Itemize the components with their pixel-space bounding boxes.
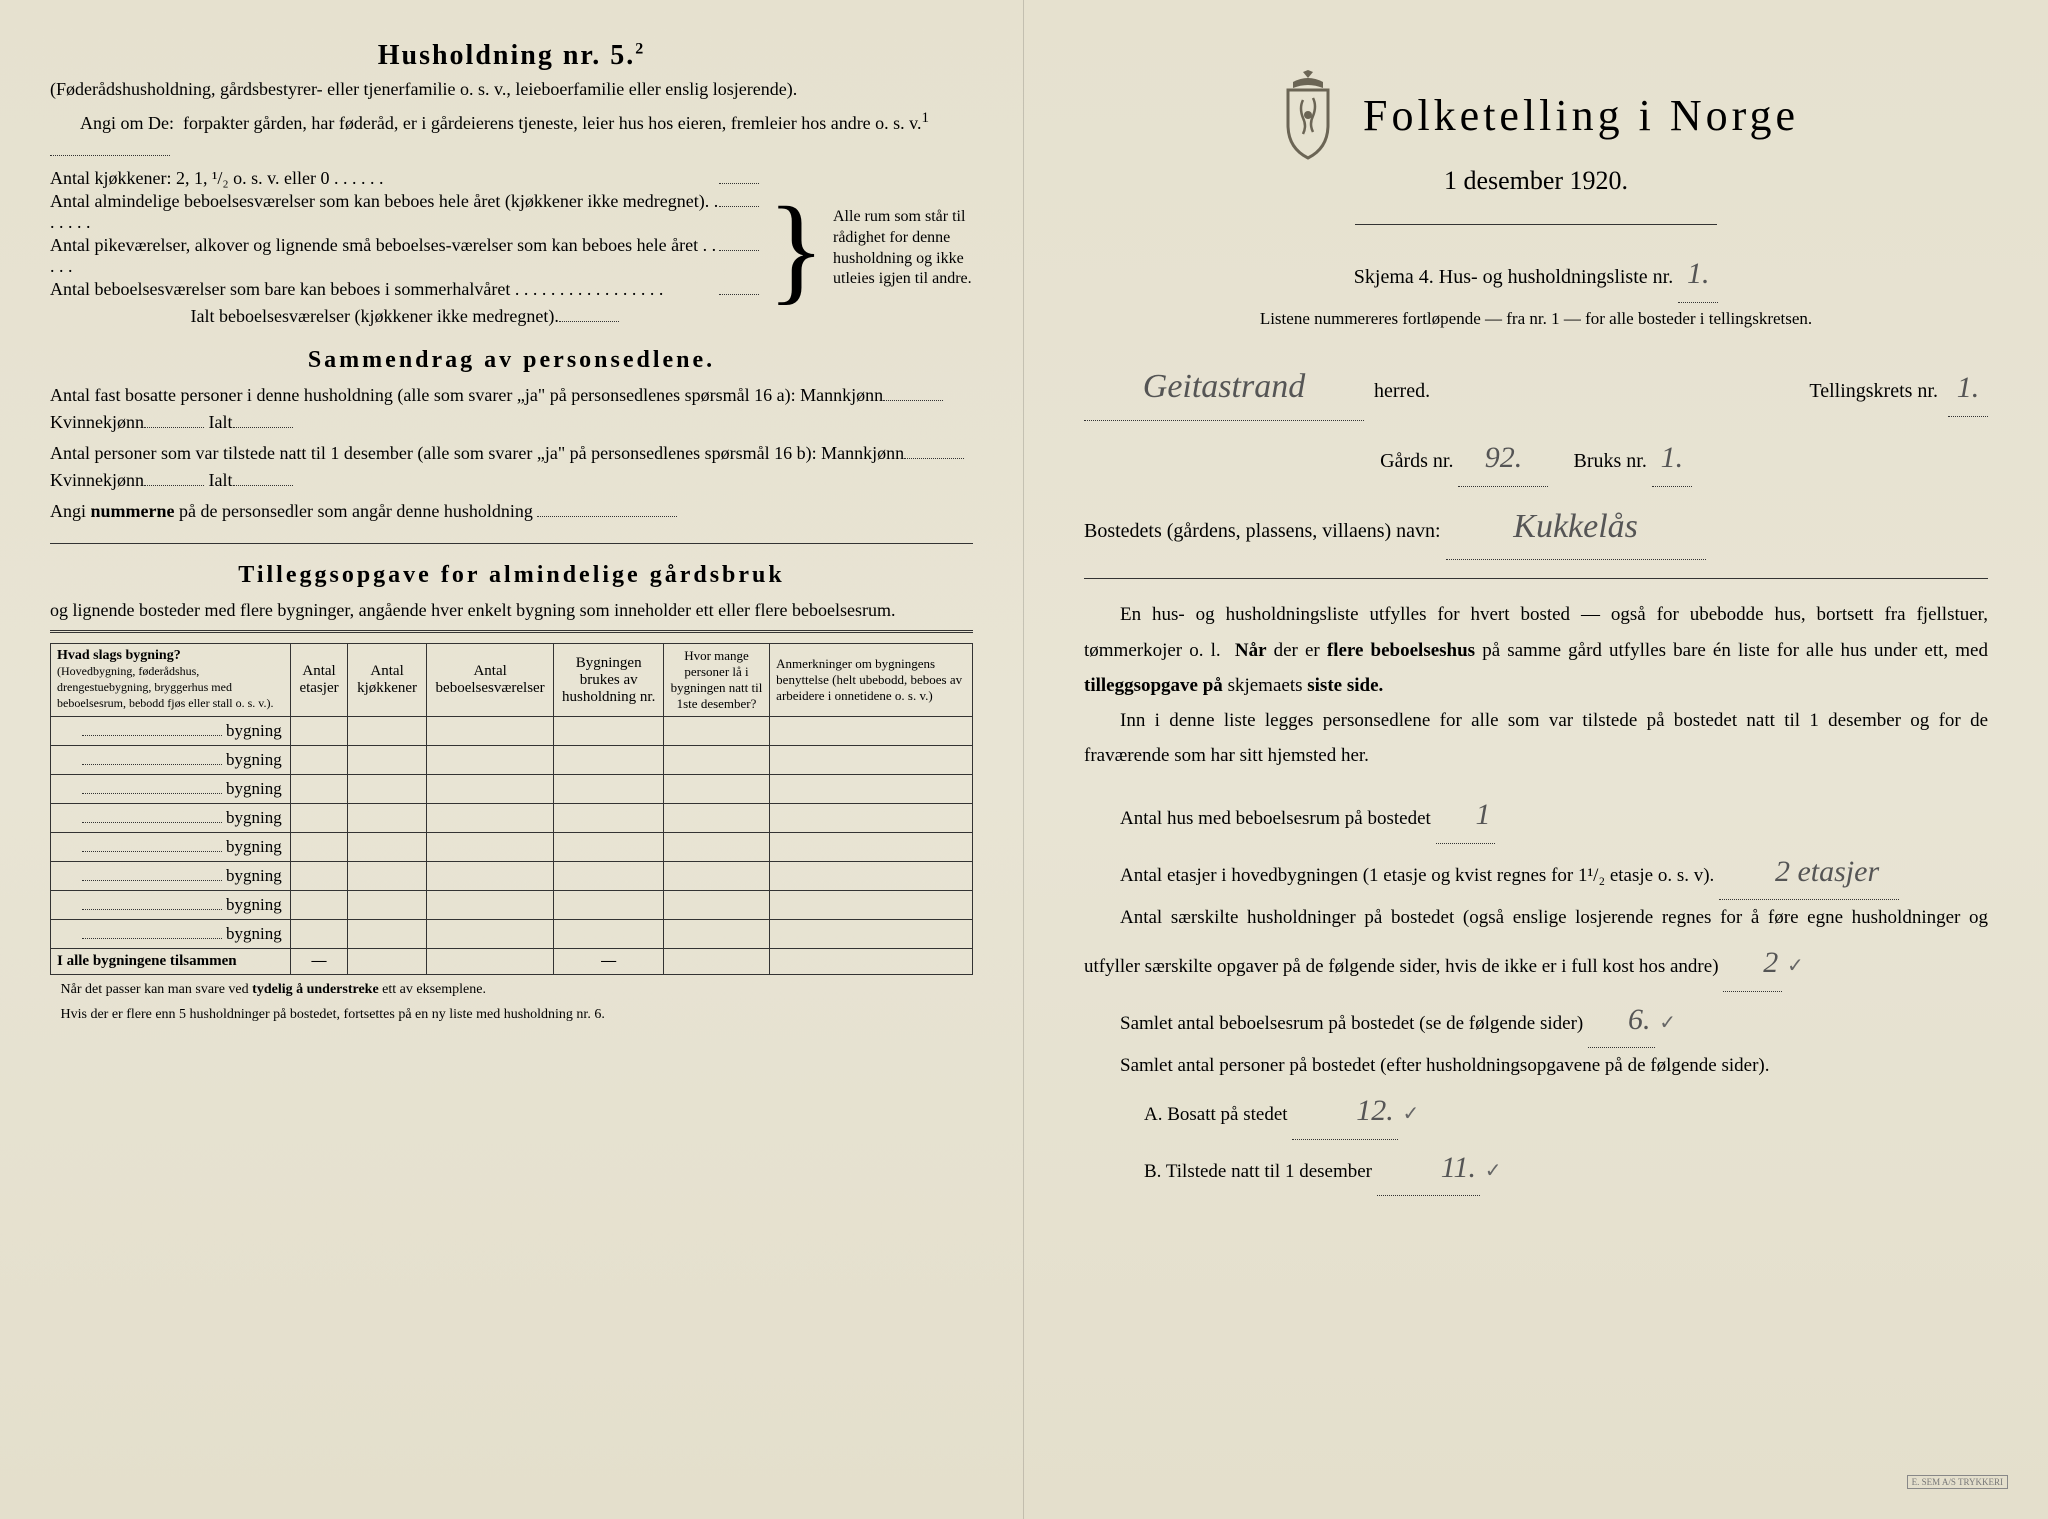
table-row: bygning — [51, 717, 973, 746]
gards-nr: 92. — [1458, 429, 1548, 487]
table-row: bygning — [51, 833, 973, 862]
main-title: Folketelling i Norge — [1363, 90, 1799, 141]
table-row: bygning — [51, 746, 973, 775]
brace-row: Antal pikeværelser, alkover og lignende … — [50, 235, 759, 277]
sammendrag-title: Sammendrag av personsedlene. — [50, 347, 973, 374]
table-header-row: Hvad slags bygning?(Hovedbygning, føderå… — [51, 644, 973, 717]
right-page: Folketelling i Norge 1 desember 1920. Sk… — [1024, 0, 2048, 1519]
bruks-nr: 1. — [1652, 429, 1692, 487]
household-heading: Husholdning nr. 5.2 — [50, 40, 973, 72]
heading-paren: (Føderådshusholdning, gårdsbestyrer- ell… — [50, 76, 973, 103]
skjema-line: Skjema 4. Hus- og husholdningsliste nr. … — [1084, 245, 1988, 303]
tillegg-sub: og lignende bosteder med flere bygninger… — [50, 597, 973, 624]
herred-value: Geitastrand — [1084, 355, 1364, 421]
samm-line-3: Angi nummerne på de personsedler som ang… — [50, 498, 973, 525]
questions-block: Antal hus med beboelsesrum på bostedet 1… — [1084, 787, 1988, 1196]
husholdninger-value: 2 — [1723, 935, 1782, 992]
buildings-table: Hvad slags bygning?(Hovedbygning, føderå… — [50, 643, 973, 975]
document-spread: Husholdning nr. 5.2 (Føderådshusholdning… — [0, 0, 2048, 1519]
checkmark-icon: ✓ — [1403, 1103, 1420, 1125]
samlet-rum-value: 6. — [1588, 992, 1655, 1049]
brace-row: Antal kjøkkener: 2, 1, ¹/₂ o. s. v. elle… — [50, 168, 759, 189]
etasjer-value: 2 etasjer — [1719, 844, 1899, 901]
table-row: bygning — [51, 920, 973, 949]
table-row: bygning — [51, 862, 973, 891]
table-row: bygning — [51, 891, 973, 920]
tilstede-value: 11. — [1377, 1140, 1480, 1197]
instructions-1: En hus- og husholdningsliste utfylles fo… — [1084, 597, 1988, 773]
printer-stamp: E. SEM A/S TRYKKERI — [1907, 1475, 2008, 1489]
checkmark-icon: ✓ — [1659, 1012, 1676, 1034]
angi-line: Angi om De: forpakter gården, har føderå… — [50, 107, 973, 164]
checkmark-icon: ✓ — [1485, 1160, 1502, 1182]
brace-row: Antal beboelsesværelser som bare kan beb… — [50, 279, 759, 300]
samm-line-2: Antal personer som var tilstede natt til… — [50, 440, 973, 494]
checkmark-icon: ✓ — [1787, 955, 1804, 977]
bosatt-value: 12. — [1292, 1083, 1398, 1140]
samm-line-1: Antal fast bosatte personer i denne hush… — [50, 382, 973, 436]
room-count-block: Antal kjøkkener: 2, 1, ¹/₂ o. s. v. elle… — [50, 168, 973, 329]
listene-note: Listene nummereres fortløpende — fra nr.… — [1084, 303, 1988, 335]
census-date: 1 desember 1920. — [1084, 166, 1988, 196]
footnote-1: Når det passer kan man svare ved tydelig… — [50, 981, 973, 1000]
table-row: bygning — [51, 775, 973, 804]
table-total-row: I alle bygningene tilsammen — — — [51, 949, 973, 975]
coat-of-arms-icon — [1273, 70, 1343, 160]
table-row: bygning — [51, 804, 973, 833]
bosted-line: Bostedets (gårdens, plassens, villaens) … — [1084, 495, 1988, 561]
left-page: Husholdning nr. 5.2 (Føderådshusholdning… — [0, 0, 1024, 1519]
bosted-value: Kukkelås — [1446, 495, 1706, 561]
brace-icon: } — [759, 201, 833, 297]
brace-total: Ialt beboelsesværelser (kjøkkener ikke m… — [50, 306, 759, 327]
antal-hus-value: 1 — [1436, 787, 1495, 844]
tillegg-title: Tilleggsopgave for almindelige gårdsbruk — [50, 562, 973, 589]
gards-line: Gårds nr. 92. Bruks nr. 1. — [1084, 429, 1988, 487]
brace-caption: Alle rum som står til rådighet for denne… — [833, 207, 973, 290]
right-header: Folketelling i Norge — [1084, 70, 1988, 160]
list-nr-value: 1. — [1678, 245, 1718, 303]
tellingskrets-nr: 1. — [1948, 359, 1988, 417]
footnote-2: Hvis der er flere enn 5 husholdninger på… — [50, 1006, 973, 1025]
brace-row: Antal almindelige beboelsesværelser som … — [50, 191, 759, 233]
herred-line: Geitastrand herred. Tellingskrets nr. 1. — [1084, 355, 1988, 421]
